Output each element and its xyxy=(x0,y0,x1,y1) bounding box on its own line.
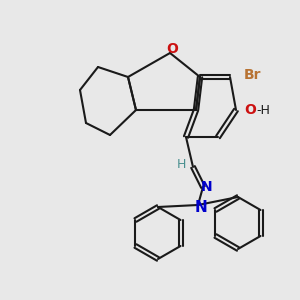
Text: Br: Br xyxy=(244,68,262,82)
Text: -H: -H xyxy=(256,104,270,118)
Text: O: O xyxy=(166,42,178,56)
Text: N: N xyxy=(201,180,213,194)
Text: O: O xyxy=(244,103,256,117)
Text: N: N xyxy=(195,200,207,215)
Text: H: H xyxy=(176,158,186,172)
